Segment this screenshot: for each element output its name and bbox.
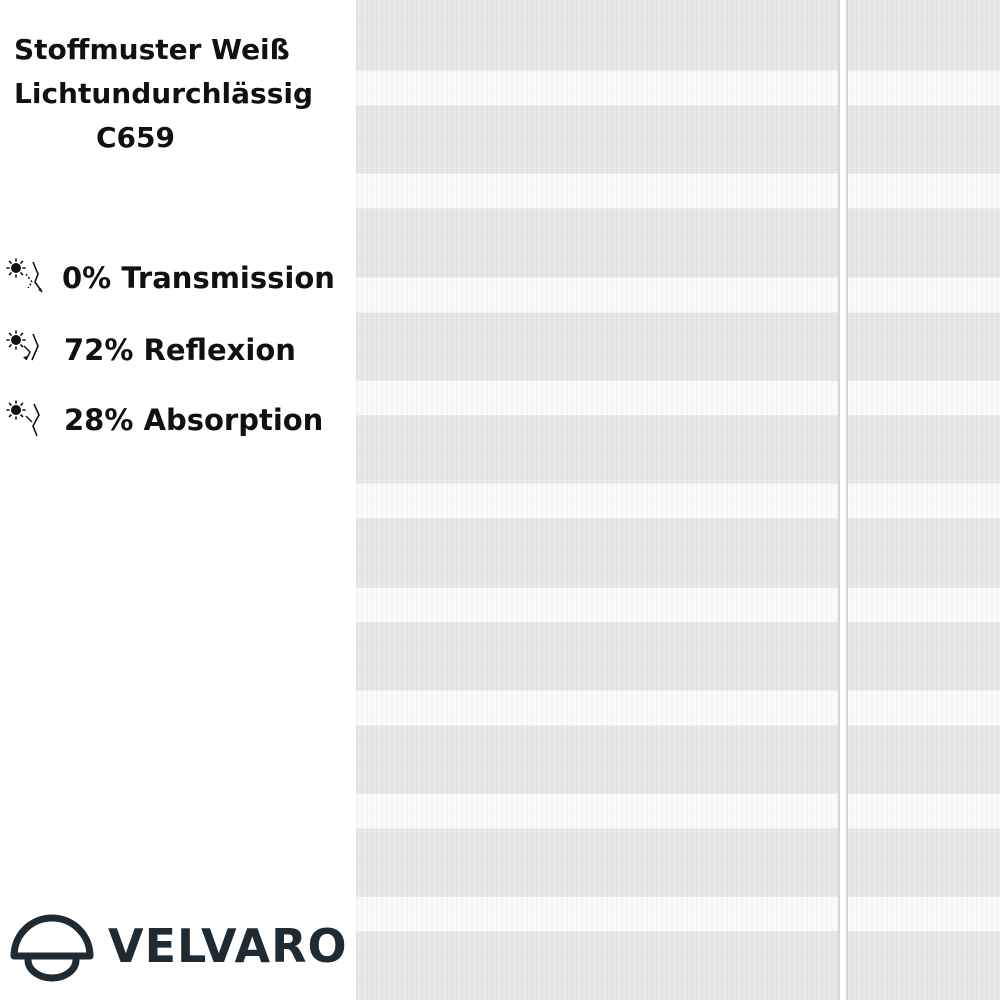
title-line-code: C659: [96, 121, 175, 154]
sun-transmission-icon: [6, 258, 43, 293]
fabric-pleat-stripe: [356, 173, 1000, 209]
title-line-name: Stoffmuster Weiß: [14, 33, 290, 66]
fabric-pleat-stripe: [356, 380, 1000, 416]
fabric-pleat-stripe: [356, 793, 1000, 829]
sun-absorption-icon: [6, 400, 40, 437]
dome-lamp-icon: [10, 914, 94, 982]
brand-name: VELVARO: [108, 919, 348, 973]
fabric-pleat-stripe: [356, 277, 1000, 313]
property-transmission: 0% Transmission: [6, 258, 335, 298]
property-absorption: 28% Absorption: [6, 400, 323, 440]
property-label: 72% Reflexion: [64, 333, 296, 367]
blind-cord: [838, 0, 848, 1000]
fabric-pleat-stripe: [356, 690, 1000, 726]
fabric-pleat-stripe: [356, 587, 1000, 623]
fabric-pleat-stripe: [356, 483, 1000, 519]
fabric-pleat-stripe: [356, 70, 1000, 106]
fabric-swatch: [356, 0, 1000, 1000]
brand-logo: VELVARO: [6, 906, 348, 986]
title-line-property: Lichtundurchlässig: [14, 77, 314, 110]
property-label: 0% Transmission: [62, 261, 335, 295]
property-reflection: 72% Reflexion: [6, 330, 296, 370]
fabric-pleat-stripe: [356, 896, 1000, 932]
sun-reflection-icon: [6, 330, 39, 361]
property-label: 28% Absorption: [64, 403, 324, 437]
